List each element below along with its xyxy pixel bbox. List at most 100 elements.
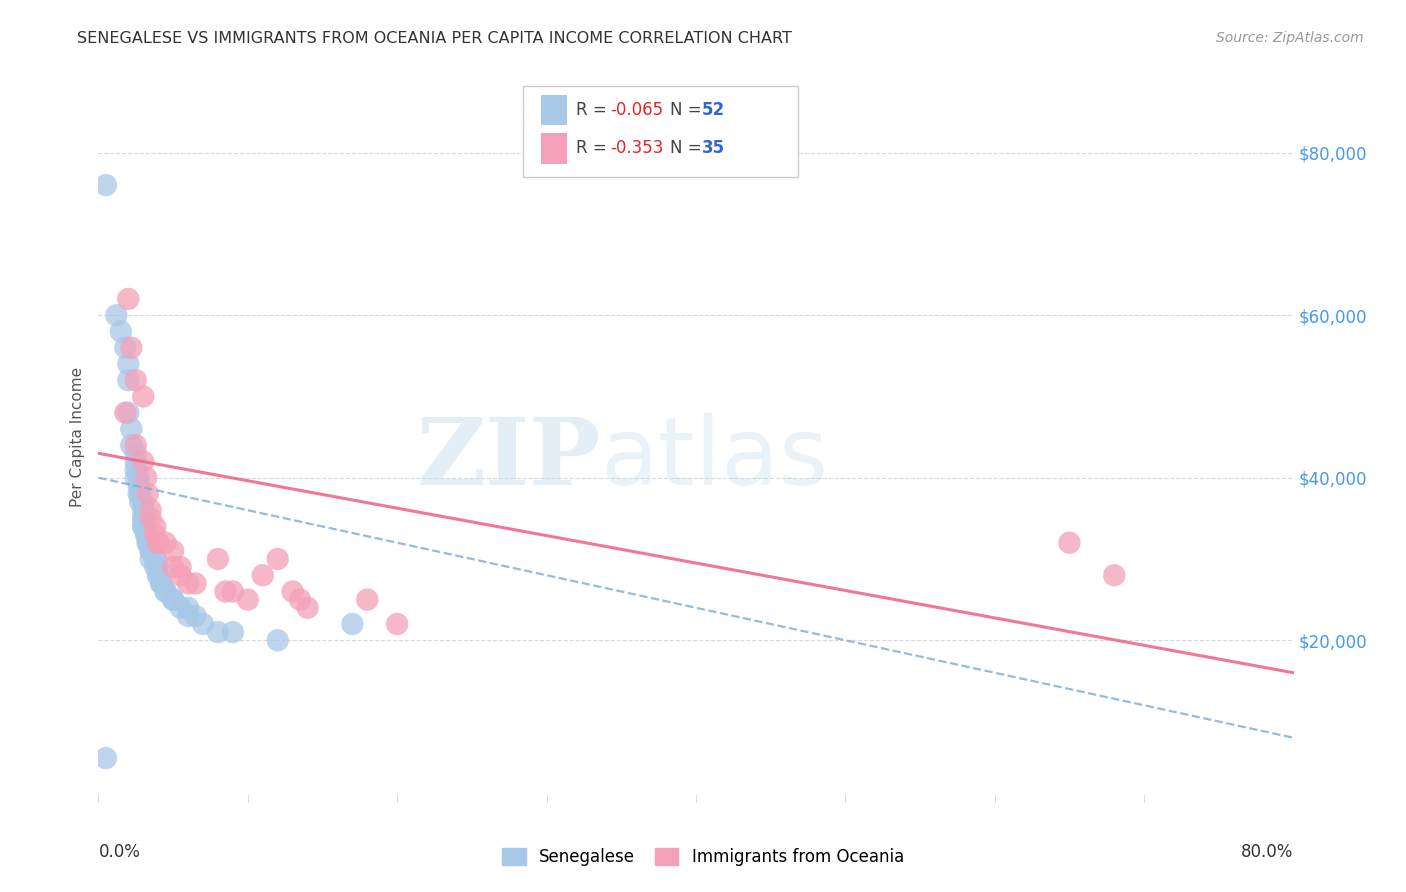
Point [385,617,409,632]
Point [155,584,177,599]
Bar [541,95,567,126]
Point [177,608,200,623]
Point [169,560,191,574]
Point [191,617,214,632]
FancyBboxPatch shape [523,86,797,178]
Point [125,454,148,468]
Point [143,560,166,574]
Bar [541,133,567,163]
Point [128,487,150,501]
Point [94,178,117,193]
Point [117,357,139,371]
Point [162,592,184,607]
Text: R =: R = [576,139,613,157]
Point [139,552,162,566]
Point [132,454,155,468]
Point [222,625,245,640]
Point [148,560,170,574]
Point [143,552,166,566]
Point [128,471,150,485]
Text: 80.0%: 80.0% [1241,843,1294,861]
Point [125,438,148,452]
Point [177,576,200,591]
Point [120,341,142,355]
Point [143,519,166,533]
Point [114,341,136,355]
Point [114,406,136,420]
Point [94,751,117,765]
Point [132,511,155,525]
Point [129,495,152,509]
Text: 0.0%: 0.0% [98,843,141,861]
Point [214,584,236,599]
Point [143,527,166,541]
Point [162,544,184,558]
Point [136,535,159,549]
Point [148,568,170,582]
Point [297,600,319,615]
Point [1059,535,1081,549]
Point [139,503,162,517]
Point [155,584,177,599]
Point [110,325,132,339]
Point [148,568,170,582]
Point [136,535,159,549]
Point [150,576,173,591]
Point [177,600,200,615]
Point [1104,568,1126,582]
Point [150,576,173,591]
Point [252,568,274,582]
Y-axis label: Per Capita Income: Per Capita Income [70,367,86,508]
Point [207,552,229,566]
Point [128,479,150,493]
Point [207,625,229,640]
Point [139,544,162,558]
Point [162,592,184,607]
Point [117,406,139,420]
Point [169,600,191,615]
Point [132,495,155,509]
Point [135,471,157,485]
Text: N =: N = [669,101,707,120]
Text: 35: 35 [702,139,725,157]
Point [184,608,207,623]
Text: ZIP: ZIP [416,414,600,504]
Point [132,503,155,517]
Point [281,584,304,599]
Point [136,487,159,501]
Point [125,471,148,485]
Point [148,535,170,549]
Point [125,373,148,387]
Point [267,552,290,566]
Text: 52: 52 [702,101,725,120]
Point [169,568,191,582]
Point [222,584,245,599]
Point [139,544,162,558]
Point [267,633,290,648]
Point [162,560,184,574]
Text: atlas: atlas [600,413,828,505]
Legend: Senegalese, Immigrants from Oceania: Senegalese, Immigrants from Oceania [495,841,911,873]
Point [342,617,364,632]
Point [135,527,157,541]
Point [132,389,155,403]
Point [132,519,155,533]
Point [132,511,155,525]
Point [129,487,152,501]
Point [125,446,148,460]
Text: -0.353: -0.353 [610,139,664,157]
Point [236,592,259,607]
Point [117,373,139,387]
Point [139,511,162,525]
Point [356,592,378,607]
Text: R =: R = [576,101,613,120]
Text: -0.065: -0.065 [610,101,664,120]
Point [288,592,311,607]
Text: Source: ZipAtlas.com: Source: ZipAtlas.com [1216,31,1364,45]
Point [135,527,157,541]
Point [117,292,139,306]
Point [132,519,155,533]
Point [155,535,177,549]
Point [184,576,207,591]
Point [125,462,148,476]
